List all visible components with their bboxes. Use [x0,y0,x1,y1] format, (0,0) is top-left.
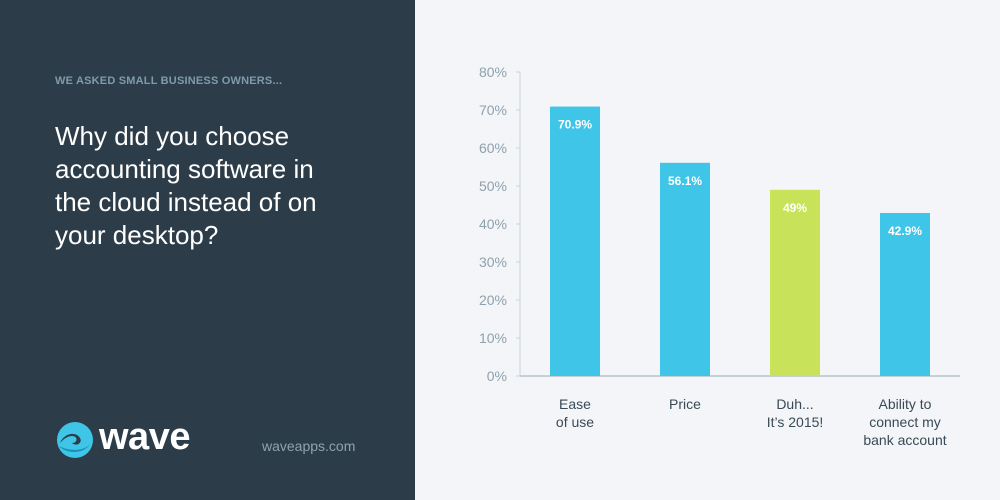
x-tick-label-line: connect my [869,414,941,430]
logo-icon [57,422,93,458]
bar [550,106,600,376]
logo-text: wave [99,416,190,458]
x-tick-label-line: Price [669,396,701,412]
x-tick-label: Ease of use [556,396,594,430]
logo-swirl [60,433,81,445]
x-tick-label-line: It’s 2015! [767,414,824,430]
y-tick-label: 20% [479,292,507,308]
bar [770,189,820,376]
website: waveapps.com [262,438,356,454]
y-tick-label: 70% [479,102,507,118]
x-tick-label: Duh... It’s 2015! [767,396,824,430]
y-tick-label: 40% [479,216,507,232]
y-tick-label: 0% [487,368,507,384]
question: Why did you choose accounting software i… [55,121,317,250]
x-tick-label-line: Duh... [776,396,813,412]
chart: 0% 10% 20% 30% 40% 50% 60% 70% 80% 70.9% Ease of us… [479,64,960,448]
x-tick-label-line: Ease [559,396,591,412]
y-tick-label: 10% [479,330,507,346]
kicker: WE ASKED SMALL BUSINESS OWNERS... [55,75,283,87]
bar [880,212,930,376]
y-tick-label: 80% [479,64,507,80]
y-tick-label: 30% [479,254,507,270]
side-panel: WE ASKED SMALL BUSINESS OWNERS... Why di… [0,0,415,500]
y-tick-label: 50% [479,178,507,194]
x-tick-label: Price [669,396,701,412]
x-tick-label: Ability to connect my bank account [863,396,946,448]
y-tick-label: 60% [479,140,507,156]
logo-wave [59,443,91,453]
value-label: 56.1% [668,174,702,188]
value-label: 42.9% [888,224,922,238]
value-label: 49% [783,201,807,215]
bar [660,162,710,376]
value-label: 70.9% [558,118,592,132]
x-tick-label-line: Ability to [879,396,932,412]
x-tick-label-line: bank account [863,432,946,448]
x-tick-label-line: of use [556,414,594,430]
